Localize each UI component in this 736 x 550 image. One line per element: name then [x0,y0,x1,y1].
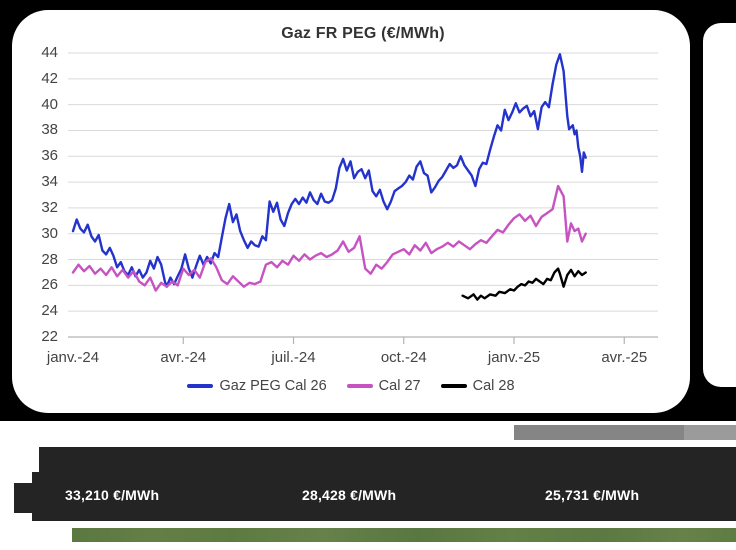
legend-line-swatch [440,384,467,388]
x-tick-label: avr.-24 [160,349,207,366]
y-tick-label: 22 [41,328,58,345]
chart-legend: Gaz PEG Cal 26 Cal 27 Cal 28 [12,378,690,394]
y-tick-label: 32 [41,198,58,216]
green-banner-fragment [72,528,736,542]
y-tick-label: 44 [41,44,58,61]
x-tick-label: janv.-24 [46,349,100,366]
y-tick-label: 42 [41,69,58,87]
y-tick-label: 34 [41,173,58,191]
price-value-cal27: 28,428 €/MWh [302,487,397,503]
y-tick-label: 38 [41,121,58,139]
x-tick-label: janv.-25 [487,349,541,366]
y-tick-label: 26 [41,276,58,294]
gray-banner-fragment [514,425,736,440]
legend-line-swatch [346,384,373,388]
x-tick-label: avr.-25 [601,349,648,366]
y-tick-label: 36 [41,147,58,165]
adjacent-card-sliver [703,23,736,387]
x-tick-label: oct.-24 [380,349,427,366]
legend-line-swatch [187,384,214,388]
y-tick-label: 28 [41,250,58,268]
x-tick-label: juil.-24 [271,349,316,366]
chart-title: Gaz FR PEG (€/MWh) [281,25,445,42]
price-value-cal26: 33,210 €/MWh [65,487,160,503]
legend-label: Cal 28 [472,378,515,394]
price-ticker-bar [39,447,736,521]
price-value-cal28: 25,731 €/MWh [545,487,640,503]
gray-banner-fragment-light [684,425,736,440]
legend-label: Cal 27 [378,378,421,394]
y-tick-label: 40 [41,95,58,113]
price-ticker-bar-edge [14,483,33,513]
legend-item-cal-28: Cal 28 [440,378,515,394]
price-ticker-bar-edge [32,472,40,521]
y-tick-label: 30 [41,224,58,242]
y-tick-label: 24 [41,302,58,320]
legend-item-cal-27: Cal 27 [346,378,421,394]
legend-label: Gaz PEG Cal 26 [219,378,327,394]
legend-item-gaz-peg-cal-26: Gaz PEG Cal 26 [187,378,327,394]
